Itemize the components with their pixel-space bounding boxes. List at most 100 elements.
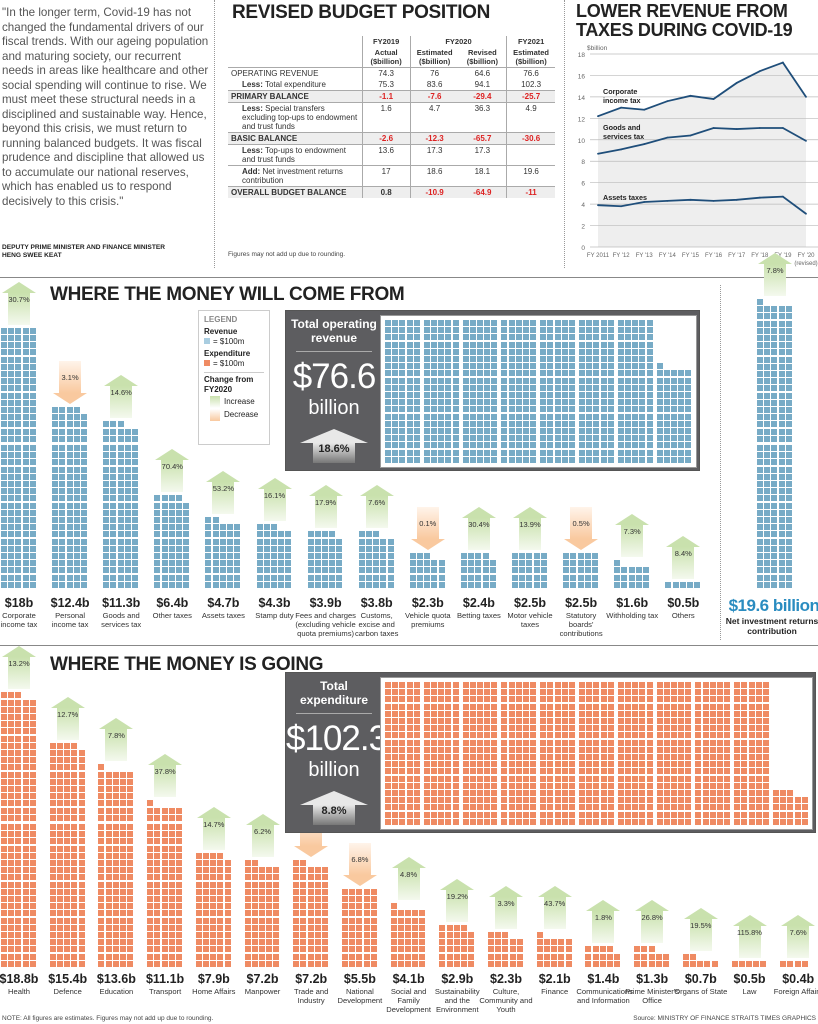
waffle-cell (543, 960, 550, 967)
waffle-cell (452, 341, 459, 348)
waffle-cell (780, 790, 787, 796)
waffle-cell (210, 924, 217, 931)
waffle-cell (120, 860, 126, 866)
waffle-cell (593, 442, 600, 449)
waffle-cell (175, 524, 182, 531)
waffle-cell (540, 790, 547, 796)
waffle-cell (49, 939, 56, 946)
waffle-cell (501, 356, 508, 362)
waffle-cell (120, 888, 126, 895)
waffle-cell (646, 682, 653, 688)
waffle-cell (632, 348, 639, 355)
waffle-cell (753, 960, 760, 967)
table-row: BASIC BALANCE -2.6 -12.3 -65.7 -30.6 (228, 132, 555, 145)
waffle-cell (508, 790, 515, 796)
waffle-cell (22, 706, 29, 713)
waffle-cell (617, 782, 624, 789)
waffle-cell (702, 790, 709, 796)
waffle-cell (413, 384, 420, 391)
waffle-cell (477, 428, 483, 434)
waffle-cell (438, 754, 445, 760)
waffle-cell (168, 881, 175, 888)
waffle-cell (607, 327, 614, 334)
waffle-cell (554, 327, 561, 334)
waffle-cell (695, 703, 702, 710)
waffle-cell (600, 392, 607, 398)
waffle-cell (663, 775, 670, 782)
waffle-cell (64, 881, 71, 888)
waffle-cell (73, 428, 80, 435)
total-revenue-waffle (380, 315, 697, 468)
waffle-cell (314, 874, 321, 881)
waffle-cell (363, 932, 370, 938)
waffle-cell (64, 903, 71, 910)
waffle-cell (530, 363, 537, 370)
waffle-cell (59, 538, 66, 545)
waffle-cell (154, 581, 161, 588)
waffle-cell (477, 804, 483, 811)
waffle-cell (390, 910, 397, 917)
waffle-cell (477, 435, 483, 442)
waffle-cell (702, 768, 709, 775)
waffle-cell (741, 818, 748, 825)
waffle-cell (22, 910, 29, 917)
waffle-cell (399, 420, 406, 427)
waffle-cell (168, 509, 175, 516)
waffle-cell (491, 746, 498, 753)
waffle-cell (413, 392, 420, 398)
waffle-cell (469, 761, 476, 768)
minister-quote: "In the longer term, Covid-19 has not ch… (2, 6, 209, 208)
waffle-cell (439, 932, 446, 938)
waffle-cell (702, 811, 709, 818)
waffle-cell (530, 428, 537, 434)
waffle-cell (154, 545, 161, 552)
waffle-cell (127, 946, 134, 953)
waffle-cell (515, 442, 522, 449)
waffle-cell (523, 804, 529, 811)
waffle-cell (600, 384, 607, 391)
data-point (620, 205, 623, 208)
waffle-cell (685, 754, 692, 760)
waffle-cell (49, 924, 56, 931)
waffle-cell (49, 917, 56, 924)
arrow-head (53, 393, 88, 404)
waffle-cell (469, 356, 476, 362)
waffle-cell (385, 356, 391, 362)
waffle-cell (175, 517, 182, 523)
row-value: 83.6 (409, 79, 459, 91)
waffle-cell (593, 363, 600, 370)
waffle-cell (592, 946, 599, 953)
waffle-cell (110, 435, 117, 442)
waffle-cell (175, 814, 182, 821)
waffle-cell (147, 917, 154, 924)
waffle-cell (132, 531, 138, 538)
waffle-cell (763, 725, 769, 732)
waffle-cell (117, 560, 124, 567)
waffle-cell (132, 459, 138, 466)
waffle-cell (105, 874, 112, 881)
waffle-cell (120, 881, 126, 888)
waffle-cell (632, 725, 639, 732)
waffle-cell (8, 750, 15, 756)
waffle-cell (244, 932, 251, 938)
waffle-cell (103, 531, 110, 538)
waffle-cell (224, 953, 231, 960)
waffle-cell (59, 421, 66, 428)
waffle-cell (390, 924, 397, 931)
waffle-cell (15, 392, 22, 399)
waffle-cell (569, 696, 575, 703)
waffle-cell (586, 754, 593, 760)
waffle-cell (80, 581, 87, 588)
waffle-cell (15, 509, 22, 516)
waffle-cell (363, 939, 370, 946)
waffle-cell (617, 682, 624, 688)
waffle-cell (175, 574, 182, 581)
waffle-cell (625, 782, 631, 789)
waffle-cell (646, 689, 653, 696)
waffle-cell (385, 327, 391, 334)
waffle-cell (554, 377, 561, 384)
waffle-cell (8, 459, 15, 466)
waffle-cell (392, 392, 399, 398)
waffle-cell (639, 356, 646, 362)
waffle-cell (120, 852, 126, 859)
